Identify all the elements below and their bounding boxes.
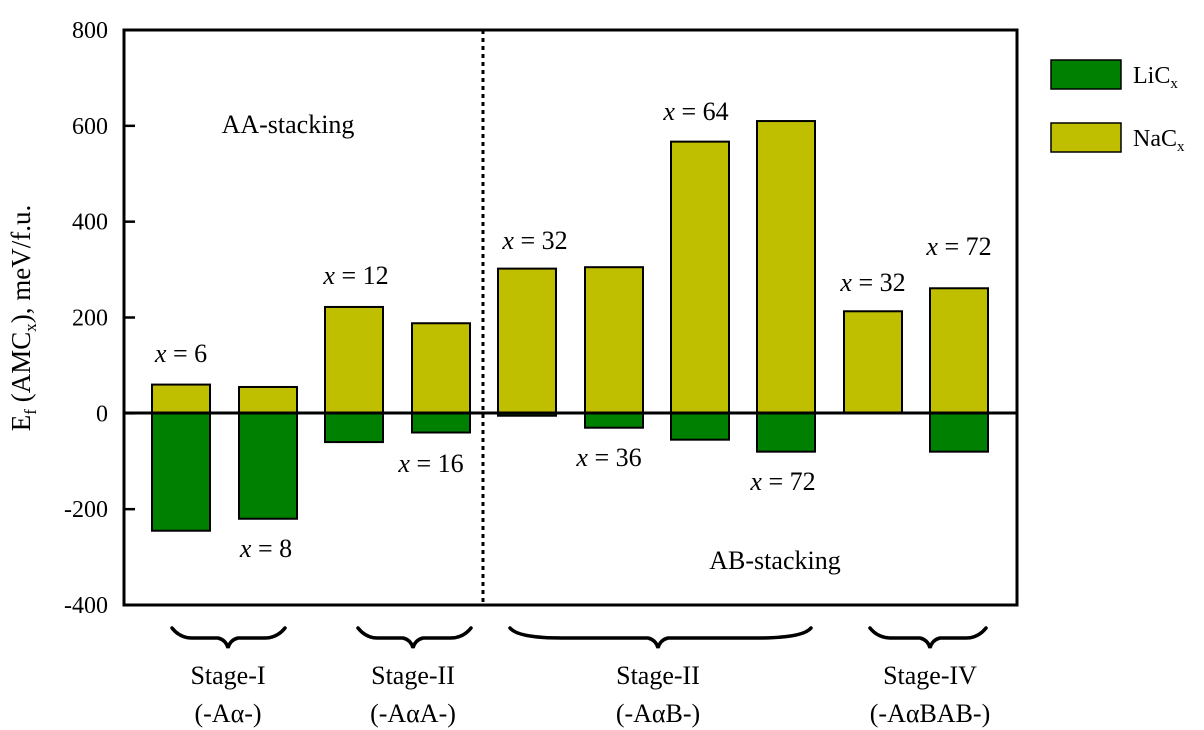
bar-annotation: x = 6 bbox=[154, 339, 207, 368]
legend-label-na: NaCx bbox=[1133, 126, 1185, 155]
y-tick-label: 800 bbox=[72, 18, 108, 44]
bar-annotation: x = 64 bbox=[662, 97, 728, 126]
legend-swatch-li bbox=[1050, 59, 1122, 90]
y-tick-label: 400 bbox=[72, 210, 108, 236]
y-tick-label: -200 bbox=[64, 497, 108, 523]
bar-na-6 bbox=[584, 266, 644, 415]
stage-brace bbox=[508, 626, 813, 649]
bar-li-7 bbox=[670, 412, 730, 441]
y-tick-label: 200 bbox=[72, 306, 108, 332]
bar-annotation: x = 72 bbox=[925, 232, 991, 261]
bars bbox=[151, 120, 989, 532]
stage-brace bbox=[170, 626, 287, 649]
bar-na-5 bbox=[497, 267, 557, 415]
legend: LiCx NaCx bbox=[1050, 59, 1185, 155]
stage-brace bbox=[868, 626, 988, 649]
region-label-ab: AB-stacking bbox=[709, 546, 840, 575]
bar-na-3 bbox=[324, 305, 384, 415]
bar-na-9 bbox=[843, 310, 903, 415]
bar-na-4 bbox=[411, 322, 471, 415]
bar-li-1 bbox=[151, 412, 211, 532]
stage-sequence: (-AαA-) bbox=[370, 699, 456, 728]
stage-sequence: (-AαBAB-) bbox=[870, 699, 991, 728]
legend-label-li: LiCx bbox=[1133, 63, 1178, 92]
stage-sequence: (-Aα-) bbox=[194, 699, 261, 728]
legend-swatch-na bbox=[1050, 122, 1122, 153]
bar-li-6 bbox=[584, 412, 644, 429]
bar-li-10 bbox=[929, 412, 989, 453]
bar-li-2 bbox=[238, 412, 298, 520]
bar-annotation: x = 72 bbox=[749, 467, 815, 496]
stage-brace bbox=[356, 626, 473, 649]
region-label-aa: AA-stacking bbox=[222, 110, 355, 139]
bar-na-2 bbox=[238, 385, 298, 415]
stage-label: Stage-II bbox=[616, 661, 700, 690]
bar-annotations: x = 6 x = 8 x = 12 x = 16 x = 32 x = 36 x = 64… bbox=[154, 97, 992, 563]
stage-groups: Stage-I (-Aα-) Stage-II (-AαA-) Stage-II (-Aα… bbox=[170, 626, 991, 728]
bar-na-7 bbox=[670, 140, 730, 415]
stage-sequence: (-AαB-) bbox=[616, 699, 700, 728]
bar-annotation: x = 36 bbox=[575, 443, 641, 472]
bar-annotation: x = 8 bbox=[239, 534, 292, 563]
bar-na-10 bbox=[929, 287, 989, 415]
stage-label: Stage-I bbox=[190, 661, 265, 690]
stage-label: Stage-IV bbox=[883, 661, 977, 690]
bar-li-8 bbox=[756, 412, 816, 453]
y-tick-label: 600 bbox=[72, 114, 108, 140]
bar-annotation: x = 16 bbox=[397, 449, 463, 478]
bar-li-3 bbox=[324, 412, 384, 444]
bar-na-8 bbox=[756, 120, 816, 415]
bar-na-1 bbox=[151, 383, 211, 415]
stage-label: Stage-II bbox=[371, 661, 455, 690]
y-tick-label: -400 bbox=[64, 593, 108, 619]
bar-annotation: x = 12 bbox=[322, 261, 388, 290]
y-tick-label: 0 bbox=[96, 401, 108, 427]
bar-annotation: x = 32 bbox=[501, 226, 567, 255]
bar-annotation: x = 32 bbox=[839, 268, 905, 297]
y-ticks: 800 600 400 200 0 -200 -400 bbox=[64, 18, 135, 619]
bar-li-4 bbox=[411, 412, 471, 434]
y-axis-label: Ef (AMCx), meV/f.u. bbox=[6, 205, 40, 431]
